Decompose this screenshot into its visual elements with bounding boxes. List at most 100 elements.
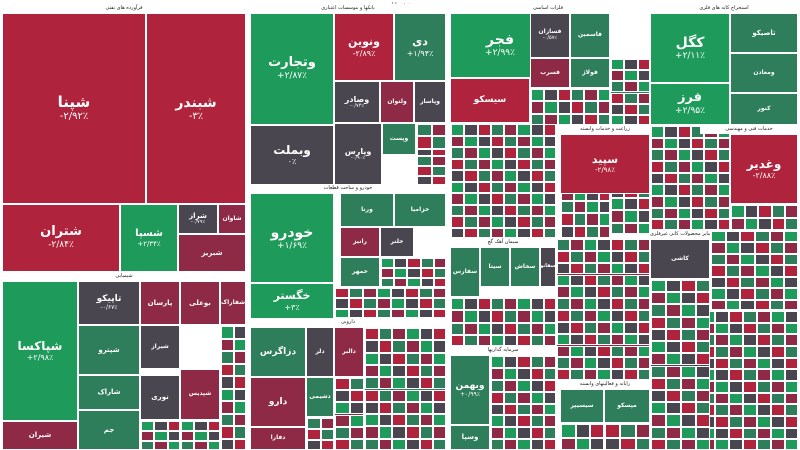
heatmap-cell[interactable] [504,170,518,182]
heatmap-cell[interactable] [530,227,544,237]
heatmap-cell[interactable] [543,427,555,440]
heatmap-cell[interactable] [785,427,797,440]
heatmap-cell[interactable] [504,147,518,159]
heatmap-cell[interactable] [557,274,571,287]
heatmap-cell[interactable] [464,310,478,323]
stock-tile[interactable]: دفارا [250,427,306,450]
heatmap-cell[interactable] [406,426,420,439]
heatmap-cell[interactable] [664,219,678,229]
heatmap-cell[interactable] [681,365,696,378]
stock-tile[interactable]: دزاگرس [250,327,306,377]
heatmap-cell[interactable] [691,184,705,196]
heatmap-cell[interactable] [664,137,678,150]
heatmap-cell[interactable] [432,176,445,184]
heatmap-cell[interactable] [531,89,545,102]
heatmap-cell[interactable] [406,401,420,415]
heatmap-cell[interactable] [381,258,395,268]
heatmap-cell[interactable] [743,346,757,358]
heatmap-cell[interactable] [769,231,785,243]
heatmap-cell[interactable] [651,149,665,161]
heatmap-cell[interactable] [743,439,757,449]
heatmap-cell[interactable] [624,310,638,322]
heatmap-cell[interactable] [583,298,598,310]
heatmap-cell[interactable] [543,403,555,416]
heatmap-cell[interactable] [491,403,505,416]
heatmap-cell[interactable] [570,262,584,275]
heatmap-cell[interactable] [543,439,555,449]
heatmap-cell[interactable] [681,377,696,390]
heatmap-cell[interactable] [681,341,696,354]
heatmap-cell[interactable] [757,311,771,323]
heatmap-cell[interactable] [517,356,531,368]
heatmap-cell[interactable] [785,322,797,335]
heatmap-cell[interactable] [378,426,393,439]
heatmap-cell[interactable] [611,197,625,210]
heatmap-cell[interactable] [784,231,797,243]
heatmap-cell[interactable] [530,193,544,205]
heatmap-cell[interactable] [504,334,518,345]
heatmap-cell[interactable] [477,310,491,323]
heatmap-cell[interactable] [432,124,445,137]
heatmap-cell[interactable] [624,286,638,299]
heatmap-cell[interactable] [610,274,625,287]
heatmap-cell[interactable] [194,441,208,449]
heatmap-cell[interactable] [335,438,350,449]
heatmap-cell[interactable] [677,172,691,185]
stock-tile[interactable]: شسپا +۲/۳۴٪ [120,204,178,272]
heatmap-cell[interactable] [167,421,179,431]
heatmap-cell[interactable] [378,414,393,427]
heatmap-cell[interactable] [740,253,755,266]
stock-tile[interactable]: مپسکو [604,389,650,423]
heatmap-cell[interactable] [378,438,393,449]
heatmap-cell[interactable] [725,276,741,289]
heatmap-cell[interactable] [743,334,757,346]
heatmap-cell[interactable] [349,298,363,309]
stock-tile[interactable]: شفاراک [220,281,246,325]
heatmap-cell[interactable] [420,258,434,268]
heatmap-cell[interactable] [715,311,729,323]
heatmap-cell[interactable] [419,352,434,365]
heatmap-cell[interactable] [207,421,219,431]
heatmap-cell[interactable] [583,262,598,275]
heatmap-cell[interactable] [620,424,636,438]
heatmap-cell[interactable] [598,213,609,227]
heatmap-cell[interactable] [610,250,625,263]
heatmap-cell[interactable] [517,216,531,228]
heatmap-cell[interactable] [570,321,584,334]
heatmap-cell[interactable] [477,298,491,311]
heatmap-cell[interactable] [530,391,544,404]
heatmap-cell[interactable] [530,322,544,335]
heatmap-cell[interactable] [610,369,625,379]
heatmap-cell[interactable] [557,298,571,310]
heatmap-cell[interactable] [611,70,625,82]
heatmap-cell[interactable] [571,113,585,124]
stock-tile[interactable]: سخاش [510,247,540,287]
heatmap-cell[interactable] [517,367,531,380]
heatmap-cell[interactable] [583,250,598,263]
heatmap-cell[interactable] [406,389,420,402]
heatmap-cell[interactable] [610,239,625,251]
heatmap-cell[interactable] [392,328,406,341]
heatmap-cell[interactable] [406,414,420,427]
heatmap-cell[interactable] [729,416,743,428]
heatmap-cell[interactable] [755,265,770,277]
heatmap-cell[interactable] [681,389,696,403]
heatmap-cell[interactable] [530,181,544,193]
heatmap-cell[interactable] [464,193,478,205]
heatmap-cell[interactable] [517,135,531,147]
heatmap-cell[interactable] [530,367,544,380]
heatmap-cell[interactable] [715,439,729,449]
stock-tile[interactable]: دشیمی [306,377,334,417]
heatmap-cell[interactable] [785,346,797,358]
stock-tile[interactable]: دی +۱/۹۴٪ [394,13,446,81]
heatmap-cell[interactable] [598,200,609,214]
heatmap-cell[interactable] [637,239,649,251]
heatmap-cell[interactable] [666,377,681,390]
heatmap-cell[interactable] [557,321,571,334]
heatmap-cell[interactable] [451,147,465,159]
heatmap-cell[interactable] [557,357,571,370]
heatmap-cell[interactable] [611,59,625,71]
heatmap-cell[interactable] [517,334,531,345]
heatmap-cell[interactable] [490,135,504,147]
heatmap-cell[interactable] [651,292,666,305]
